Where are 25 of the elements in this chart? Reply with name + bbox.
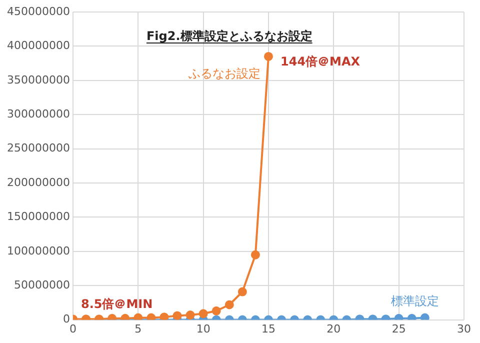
series-label: ふるなお設定: [187, 66, 260, 81]
y-tick-label: 300000000: [6, 107, 70, 120]
y-tick-label: 400000000: [6, 39, 70, 52]
y-tick-label: 100000000: [6, 244, 70, 258]
y-tick-label: 350000000: [6, 73, 70, 86]
y-tick-label: 450000000: [6, 4, 70, 18]
y-tick-label: 0: [62, 312, 70, 326]
x-tick-label: 30: [457, 322, 471, 336]
x-tick-label: 20: [326, 322, 341, 336]
annotation: 8.5倍＠MIN: [80, 297, 153, 312]
text: Fig2.標準設定とふるなお設定: [146, 29, 312, 43]
y-tick-label: 150000000: [6, 210, 70, 224]
annotation: 144倍＠MAX: [280, 54, 361, 69]
x-tick-label: 25: [392, 322, 406, 336]
x-tick-label: 15: [261, 322, 276, 336]
point: [420, 313, 430, 320]
y-tick-label: 250000000: [6, 142, 70, 155]
point: [160, 312, 169, 320]
x-tick-label: 5: [134, 322, 142, 336]
series-label: 標準設定: [390, 294, 439, 308]
point: [264, 52, 273, 61]
x-tick-label: 10: [196, 322, 210, 336]
y-tick-label: 50000000: [14, 278, 70, 292]
y-tick-label: 200000000: [6, 176, 70, 189]
point: [250, 250, 260, 260]
